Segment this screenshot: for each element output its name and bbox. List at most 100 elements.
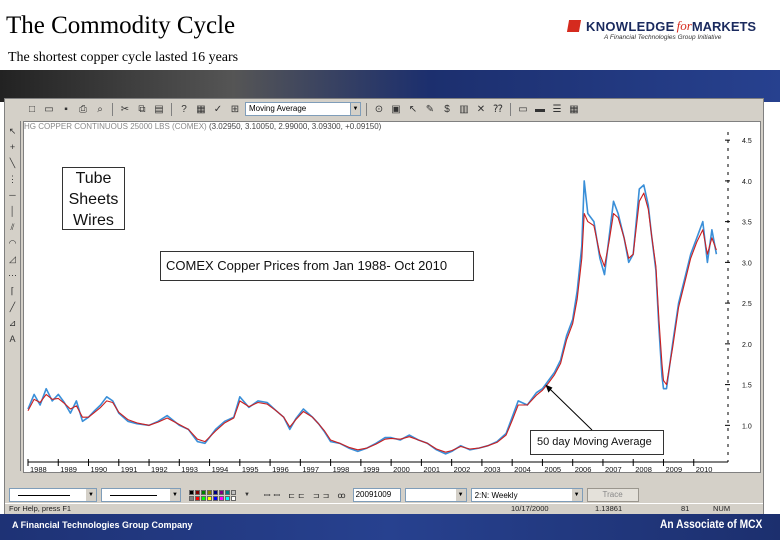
magnifier-icon[interactable]: ⊙ bbox=[374, 103, 384, 115]
price-chart[interactable]: 1.0 1.5 2.0 2.5 3.0 3.5 4.0 4.5 1988 1989 1990 1991… bbox=[23, 121, 761, 473]
x-tick-label: 1995 bbox=[242, 465, 259, 473]
color-swatch[interactable] bbox=[207, 495, 212, 501]
color-swatch[interactable] bbox=[225, 489, 230, 495]
color-swatch[interactable] bbox=[213, 495, 218, 501]
date-input[interactable]: 20091009 bbox=[352, 488, 401, 502]
bars-icon[interactable]: ▥ bbox=[459, 103, 469, 115]
fan-icon[interactable]: ◿ bbox=[9, 254, 16, 264]
chevron-down-icon[interactable]: ▼ bbox=[170, 489, 180, 501]
status-mode: NUM bbox=[713, 504, 731, 513]
dollar-icon[interactable]: $ bbox=[444, 103, 450, 115]
period-select[interactable]: 2:N: Weekly ▼ bbox=[470, 488, 583, 502]
text-tool-icon[interactable]: A bbox=[9, 334, 16, 344]
color-swatch[interactable] bbox=[189, 495, 194, 501]
knowledge-for-markets-logo: KNOWLEDGE for MARKETS A Financial Technol… bbox=[566, 18, 758, 46]
y-tick-label: 2.5 bbox=[742, 301, 752, 308]
color-swatch[interactable] bbox=[231, 495, 236, 501]
dotted-line-icon[interactable]: ⋮ bbox=[8, 174, 17, 184]
toolbar-separator bbox=[510, 102, 511, 116]
indicator-icon[interactable]: ✓ bbox=[213, 103, 223, 115]
chevron-down-icon[interactable]: ▼ bbox=[571, 489, 582, 501]
chart-window-icon[interactable]: ▦ bbox=[196, 103, 206, 115]
trendline-icon[interactable]: ╲ bbox=[9, 158, 16, 168]
print-icon[interactable]: ⎙ bbox=[79, 103, 87, 115]
zoom-icon[interactable]: ⊞ bbox=[230, 103, 240, 115]
diagonal-icon[interactable]: ╱ bbox=[9, 302, 16, 312]
color-swatch[interactable] bbox=[231, 489, 236, 495]
window-cascade-icon[interactable]: ▭ bbox=[518, 103, 528, 115]
window-minimize-icon[interactable]: ▬ bbox=[535, 103, 545, 115]
logo-tagline: A Financial Technologies Group Initiativ… bbox=[604, 34, 722, 41]
chevron-down-icon[interactable]: ▼ bbox=[455, 489, 466, 501]
grid-lines-icon[interactable]: ⋯ bbox=[8, 270, 17, 280]
line-width-select[interactable]: ▼ bbox=[101, 488, 181, 502]
header-band bbox=[0, 70, 780, 102]
select-arrow-icon[interactable]: ↖ bbox=[8, 126, 17, 136]
x-tick-label: 2005 bbox=[544, 465, 561, 473]
indicator-select[interactable]: Moving Average ▼ bbox=[245, 102, 361, 116]
x-tick-label: 2004 bbox=[514, 465, 531, 473]
context-help-icon[interactable]: ⁇ bbox=[493, 103, 503, 115]
ruler-icon[interactable]: ⊿ bbox=[8, 318, 17, 328]
pointer-icon[interactable]: ↖ bbox=[408, 103, 418, 115]
x-tick-label: 1991 bbox=[121, 465, 138, 473]
help-icon[interactable]: ? bbox=[181, 103, 187, 115]
color-swatch[interactable] bbox=[195, 495, 200, 501]
y-tick-label: 4.0 bbox=[742, 179, 752, 186]
channel-icon[interactable]: ⫽ bbox=[10, 222, 15, 232]
horizontal-line-icon[interactable]: ─ bbox=[9, 190, 16, 200]
color-swatch[interactable] bbox=[195, 489, 200, 495]
line-style-select[interactable]: ▼ bbox=[9, 488, 97, 502]
color-swatch[interactable] bbox=[219, 489, 224, 495]
x-tick-label: 1999 bbox=[363, 465, 380, 473]
window-tile-horizontal-icon[interactable]: ☰ bbox=[552, 103, 562, 115]
copy-icon[interactable]: ⧉ bbox=[138, 103, 146, 115]
cross-icon[interactable]: ✕ bbox=[476, 103, 486, 115]
y-tick-label: 1.5 bbox=[742, 383, 752, 390]
cut-icon[interactable]: ✂ bbox=[120, 103, 130, 115]
x-tick-label: 1998 bbox=[333, 465, 350, 473]
x-tick-label: 1992 bbox=[151, 465, 168, 473]
color-swatch[interactable] bbox=[189, 489, 194, 495]
open-folder-icon[interactable]: ▭ bbox=[44, 103, 54, 115]
save-icon[interactable]: ▪ bbox=[64, 103, 68, 115]
scan-icon[interactable]: ▣ bbox=[391, 103, 401, 115]
logo-mark-icon bbox=[566, 20, 582, 32]
y-tick-label: 3.5 bbox=[742, 220, 752, 227]
x-tick-label: 2002 bbox=[454, 465, 471, 473]
color-swatch[interactable] bbox=[207, 489, 212, 495]
new-file-icon[interactable]: □ bbox=[28, 103, 36, 115]
color-dropdown-icon[interactable]: ▼ bbox=[244, 491, 250, 498]
vertical-line-icon[interactable]: │ bbox=[9, 206, 16, 216]
crosshair-icon[interactable]: + bbox=[9, 142, 16, 152]
empty-select[interactable]: ▼ bbox=[404, 488, 467, 502]
alignment-tools[interactable]: ꟷꟷ ⊏⊏ ⊐⊐ ꝏ bbox=[264, 490, 349, 500]
paste-icon[interactable]: ▤ bbox=[154, 103, 164, 115]
toolbar-separator bbox=[366, 102, 367, 116]
color-swatch[interactable] bbox=[201, 489, 206, 495]
chart-quote: (3.02950, 3.10050, 2.99000, 3.09300, +0.… bbox=[208, 122, 382, 131]
chevron-down-icon[interactable]: ▼ bbox=[86, 489, 96, 501]
color-swatch[interactable] bbox=[213, 489, 218, 495]
status-help-text: For Help, press F1 bbox=[9, 504, 72, 513]
arc-icon[interactable]: ◠ bbox=[8, 238, 17, 248]
color-palette[interactable] bbox=[189, 489, 236, 501]
color-swatch[interactable] bbox=[219, 495, 224, 501]
color-swatch[interactable] bbox=[225, 495, 230, 501]
window-tile-grid-icon[interactable]: ▦ bbox=[569, 103, 579, 115]
chevron-down-icon[interactable]: ▼ bbox=[350, 103, 360, 115]
color-swatch[interactable] bbox=[201, 495, 206, 501]
marker-icon[interactable]: ✎ bbox=[425, 103, 435, 115]
print-preview-icon[interactable]: ⌕ bbox=[97, 103, 103, 115]
x-tick-label: 2009 bbox=[665, 465, 682, 473]
price-series-line bbox=[27, 180, 718, 455]
trace-button[interactable]: Trace bbox=[586, 488, 639, 502]
x-tick-label: 2000 bbox=[393, 465, 410, 473]
y-tick-label: 2.0 bbox=[742, 342, 752, 349]
bracket-icon[interactable]: ⌈ bbox=[10, 286, 15, 296]
slide-subtitle: The shortest copper cycle lasted 16 year… bbox=[8, 50, 239, 65]
callout-line-wires: Wires bbox=[73, 212, 114, 229]
slide-title: The Commodity Cycle bbox=[6, 12, 236, 39]
toolbar-separator bbox=[112, 102, 113, 116]
status-date: 10/17/2000 bbox=[511, 504, 549, 513]
